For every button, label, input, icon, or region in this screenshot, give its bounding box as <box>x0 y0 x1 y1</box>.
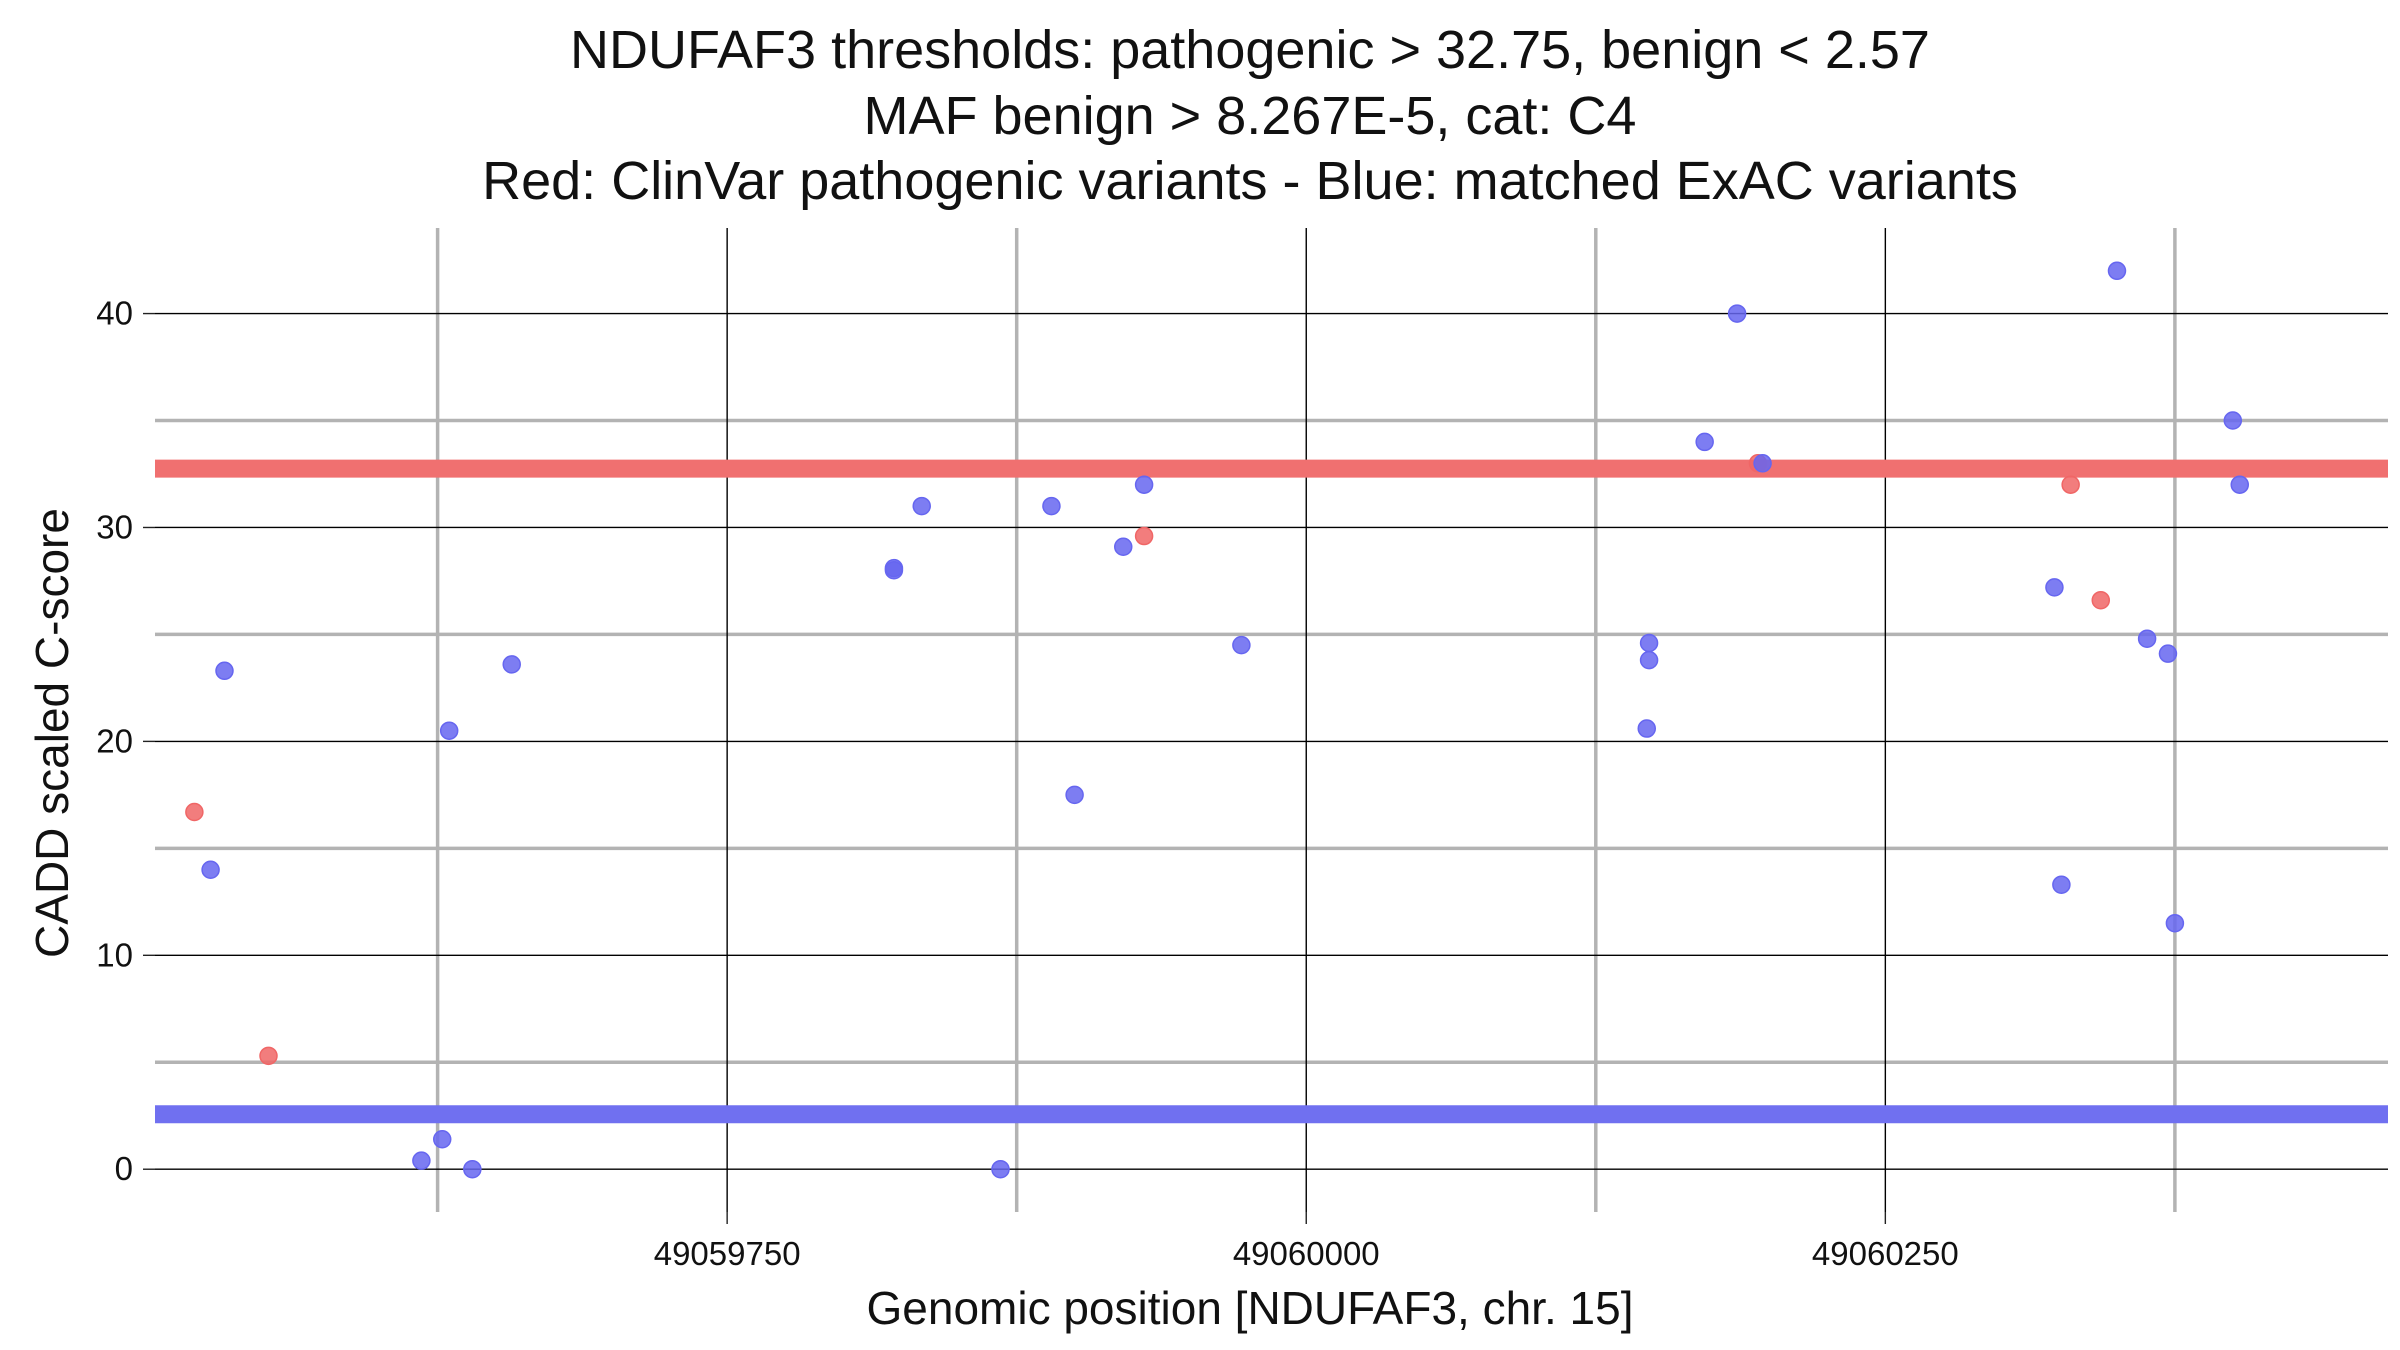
data-point-s1-15 <box>1232 635 1251 655</box>
data-point-s1-5 <box>463 1159 482 1179</box>
data-point-s1-4 <box>439 721 459 740</box>
data-point-s1-19 <box>1695 432 1714 452</box>
title-line-3: Red: ClinVar pathogenic variants - Blue:… <box>482 151 2018 211</box>
data-point-s1-27 <box>2165 913 2185 933</box>
data-point-s1-14 <box>1134 475 1154 494</box>
chart-title: NDUFAF3 thresholds: pathogenic > 32.75, … <box>482 20 2018 211</box>
threshold-lines <box>155 459 2388 1124</box>
data-point-s1-23 <box>2052 875 2071 894</box>
y-axis-label: CADD scaled C-score <box>26 508 78 958</box>
x-tick-label: 49060250 <box>1812 1235 1959 1272</box>
data-point-s1-12 <box>1065 785 1084 805</box>
data-point-s1-13 <box>1114 537 1133 556</box>
data-point-s1-2 <box>412 1151 431 1170</box>
data-point-s1-3 <box>432 1130 452 1149</box>
data-point-s1-18 <box>1637 719 1657 738</box>
data-point-s1-8 <box>884 561 904 580</box>
minor-gridlines <box>155 228 2388 1212</box>
data-point-s1-1 <box>215 661 234 681</box>
data-point-s1-20 <box>1727 304 1747 323</box>
data-point-s1-28 <box>2223 411 2243 430</box>
tick-labels: 49059750 49060000 49060250 0 10 20 30 40 <box>96 295 1958 1272</box>
data-point-s1-17 <box>1639 650 1659 670</box>
axis-ticks <box>143 312 1887 1224</box>
data-point-s0-4 <box>2061 475 2080 494</box>
y-tick-label: 20 <box>96 722 133 759</box>
x-tick-label: 49059750 <box>654 1235 801 1272</box>
y-tick-label: 0 <box>115 1150 133 1187</box>
title-line-2: MAF benign > 8.267E-5, cat: C4 <box>864 86 1637 146</box>
x-tick-label: 49060000 <box>1233 1235 1380 1272</box>
data-point-s0-2 <box>1134 526 1154 546</box>
data-point-s1-6 <box>502 655 521 674</box>
data-point-s1-9 <box>912 496 931 516</box>
data-point-s1-25 <box>2137 629 2157 648</box>
y-tick-label: 30 <box>96 508 133 545</box>
data-point-s1-0 <box>201 860 220 879</box>
x-axis-label: Genomic position [NDUFAF3, chr. 15] <box>867 1282 1634 1334</box>
data-point-s1-21 <box>1753 454 1772 473</box>
data-point-s1-10 <box>991 1159 1010 1179</box>
data-point-s0-0 <box>185 802 204 822</box>
data-points <box>185 261 2250 1179</box>
data-point-s1-29 <box>2230 475 2250 494</box>
y-tick-label: 10 <box>96 936 133 973</box>
data-point-s0-5 <box>2091 590 2111 610</box>
data-point-s1-22 <box>2045 578 2064 597</box>
y-tick-label: 40 <box>96 295 133 332</box>
data-point-s0-1 <box>259 1046 278 1066</box>
title-line-1: NDUFAF3 thresholds: pathogenic > 32.75, … <box>570 20 1930 80</box>
data-point-s1-24 <box>2107 261 2127 281</box>
data-point-s1-26 <box>2158 644 2178 663</box>
data-point-s1-16 <box>1639 633 1659 653</box>
data-point-s1-11 <box>1042 496 1061 516</box>
major-gridlines <box>155 228 2388 1212</box>
